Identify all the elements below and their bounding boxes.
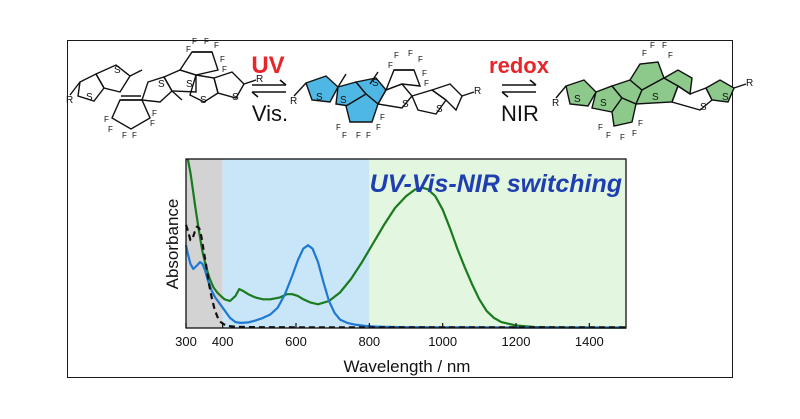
svg-text:F: F — [638, 119, 643, 128]
x-tick-label-1000: 1000 — [428, 334, 457, 349]
uv-label: UV — [251, 52, 284, 79]
svg-text:F: F — [408, 49, 413, 58]
svg-text:S: S — [574, 94, 581, 105]
svg-text:F: F — [204, 37, 209, 46]
svg-text:F: F — [668, 51, 673, 60]
r-group-label: R — [66, 95, 73, 106]
svg-text:F: F — [356, 131, 361, 140]
dashed-spectrum-line — [184, 224, 626, 329]
svg-text:S: S — [186, 79, 193, 90]
svg-text:F: F — [418, 55, 423, 64]
svg-text:R: R — [746, 78, 753, 89]
svg-text:S: S — [652, 92, 659, 103]
redox-label: redox — [489, 53, 550, 78]
svg-text:F: F — [598, 123, 603, 132]
arrow-redox-nir: redox NIR — [489, 53, 550, 126]
svg-text:F: F — [220, 55, 225, 64]
molecule-oxidized-green — [555, 61, 747, 127]
x-tick-label-800: 800 — [358, 334, 380, 349]
spectra-curves — [184, 158, 626, 329]
x-axis-title: Wavelength / nm — [344, 357, 471, 376]
region-band-2 — [369, 159, 626, 328]
svg-text:F: F — [336, 123, 341, 132]
svg-text:R: R — [290, 96, 297, 107]
svg-text:F: F — [642, 49, 647, 58]
svg-text:F: F — [186, 45, 191, 54]
svg-text:R: R — [256, 74, 263, 85]
vis-label: Vis. — [252, 101, 288, 126]
svg-text:R: R — [552, 98, 559, 109]
svg-text:F: F — [376, 123, 381, 132]
svg-text:F: F — [662, 41, 667, 50]
x-tick-label-400: 400 — [212, 334, 234, 349]
svg-text:S: S — [316, 92, 323, 103]
svg-text:F: F — [222, 65, 227, 74]
svg-text:F: F — [388, 61, 393, 70]
svg-text:F: F — [620, 133, 625, 142]
svg-text:F: F — [150, 119, 155, 128]
x-tick-label-300: 300 — [175, 334, 197, 349]
svg-text:S: S — [114, 65, 121, 76]
svg-text:F: F — [650, 41, 655, 50]
svg-text:S: S — [722, 92, 729, 103]
svg-text:S: S — [232, 92, 239, 103]
svg-text:S: S — [200, 95, 207, 106]
molecule-closed-blue — [293, 69, 475, 123]
svg-text:F: F — [108, 125, 113, 134]
svg-text:F: F — [152, 109, 157, 118]
x-tick-label-1200: 1200 — [502, 334, 531, 349]
svg-text:S: S — [86, 92, 93, 103]
svg-text:F: F — [380, 113, 385, 122]
svg-text:F: F — [366, 131, 371, 140]
svg-text:F: F — [606, 131, 611, 140]
svg-text:R: R — [474, 86, 481, 97]
svg-text:F: F — [342, 131, 347, 140]
svg-text:S: S — [340, 95, 347, 106]
plot-frame — [185, 158, 627, 329]
svg-text:F: F — [132, 131, 137, 140]
svg-text:F: F — [104, 115, 109, 124]
svg-text:F: F — [424, 79, 429, 88]
molecule-open-form — [69, 51, 257, 130]
svg-text:S: S — [158, 79, 165, 90]
arrow-uv-vis: UV Vis. — [251, 52, 288, 126]
svg-text:F: F — [214, 41, 219, 50]
svg-text:S: S — [402, 99, 409, 110]
x-tick-label-600: 600 — [285, 334, 307, 349]
chart-title: UV-Vis-NIR switching — [370, 170, 622, 198]
svg-text:F: F — [122, 131, 127, 140]
nir-label: NIR — [501, 101, 539, 126]
svg-text:S: S — [372, 78, 379, 89]
region-band-1 — [222, 159, 370, 328]
figure-frame — [67, 40, 733, 378]
x-axis-ticks: 300 400 600 800 1000 1200 1400 — [175, 323, 604, 349]
svg-text:F: F — [394, 51, 399, 60]
spectral-regions — [186, 159, 626, 328]
svg-text:F: F — [192, 37, 197, 46]
svg-text:S: S — [700, 102, 707, 113]
x-tick-label-1400: 1400 — [575, 334, 604, 349]
svg-text:F: F — [632, 129, 637, 138]
svg-text:F: F — [422, 69, 427, 78]
svg-text:S: S — [436, 104, 443, 115]
svg-text:S: S — [600, 98, 607, 109]
y-axis-title: Absorbance — [163, 199, 182, 290]
